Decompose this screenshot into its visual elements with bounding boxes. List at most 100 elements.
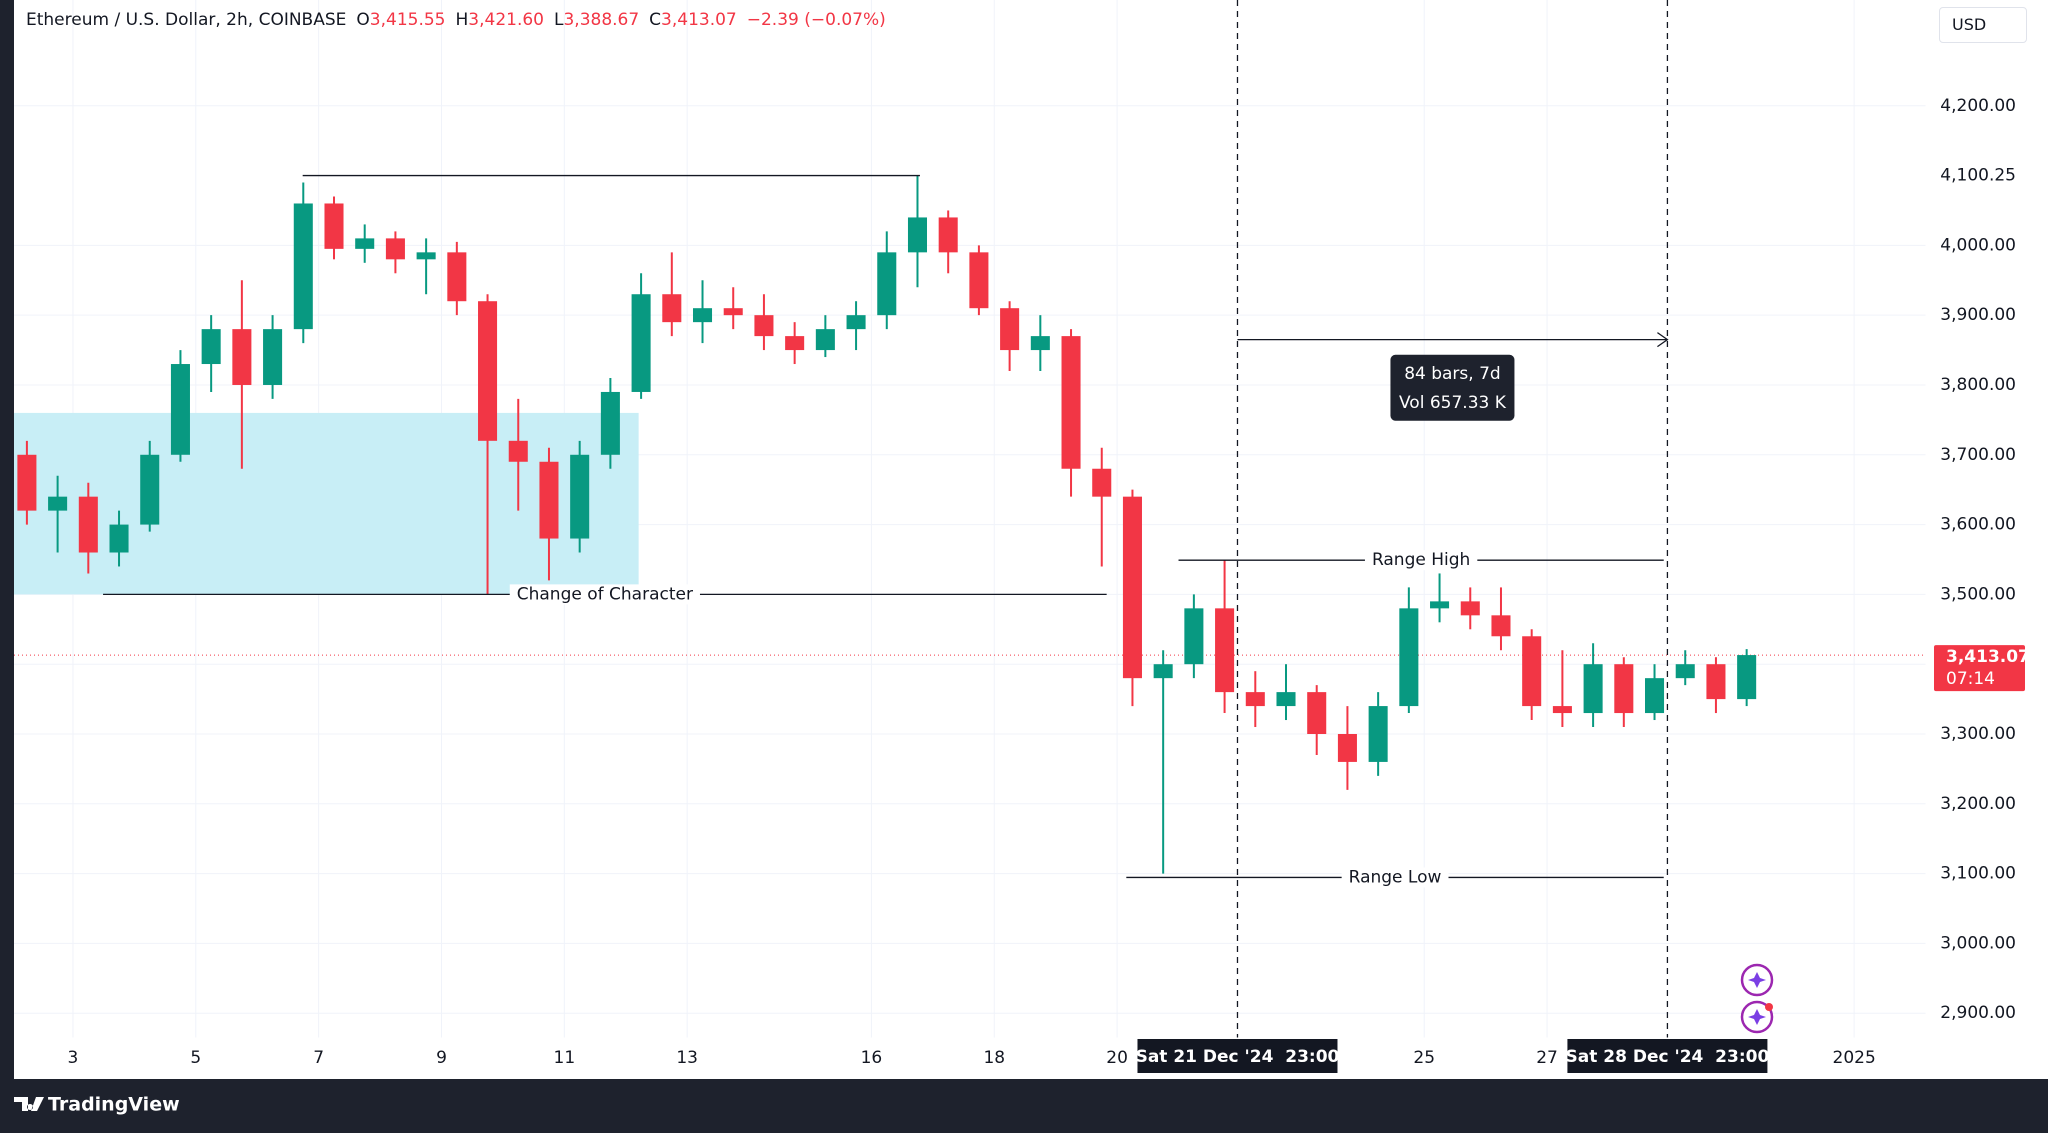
candle-body (539, 461, 559, 539)
x-tick-label: 9 (436, 1048, 447, 1068)
candle-body (232, 329, 252, 385)
y-tick-label: 3,800.00 (1940, 375, 2016, 395)
y-tick-label: 3,900.00 (1940, 305, 2016, 325)
candle-body (1184, 608, 1204, 665)
x-tick-label: 5 (190, 1048, 201, 1068)
candle-body (17, 454, 37, 511)
annotation-label-bg (509, 584, 700, 605)
candle-body (1337, 733, 1357, 762)
x-tick-label: 13 (676, 1048, 698, 1068)
ohlc-value: 3,388.67 (563, 10, 640, 30)
y-tick-label: 3,500.00 (1940, 584, 2016, 604)
candle-body (1583, 664, 1603, 714)
measure-box (1390, 354, 1515, 421)
measure-bars: 84 bars, 7d (1404, 364, 1501, 384)
candle-body (1153, 664, 1173, 679)
annotation-label: Range Low (1349, 867, 1442, 887)
candle-body (385, 238, 405, 260)
time-marker-label: Sat 21 Dec '24 23:00 (1136, 1047, 1340, 1067)
annotation-label-bg (1341, 867, 1449, 888)
candle-body (324, 203, 344, 249)
y-tick-label: 3,200.00 (1940, 794, 2016, 814)
y-tick-label: 3,700.00 (1940, 445, 2016, 465)
ohlc-key: H (455, 10, 469, 30)
candle-body (1245, 692, 1265, 707)
candle-body (1276, 692, 1296, 707)
candle-body (600, 391, 620, 455)
candle-body (1706, 664, 1726, 700)
candle-body (754, 315, 774, 337)
candle-body (170, 364, 190, 455)
annotation-label: Range High (1372, 550, 1470, 570)
candle-body (109, 524, 129, 553)
candle-body (140, 454, 160, 525)
x-tick-label: 27 (1536, 1048, 1558, 1068)
ohlc-key: C (649, 10, 662, 30)
candle-body (48, 496, 68, 511)
candle-body (508, 440, 528, 462)
candle-body (416, 252, 436, 260)
brand-name: TradingView (48, 1094, 180, 1116)
ohlc-value: 3,413.07 (661, 10, 737, 30)
notification-dot (1765, 1003, 1773, 1011)
candle-body (846, 315, 866, 330)
candle-body (1061, 336, 1081, 469)
candle-body (785, 336, 805, 351)
candle-body (723, 308, 743, 316)
candle-body (201, 329, 221, 365)
candle-body (570, 454, 590, 539)
candle-body (355, 238, 375, 249)
x-tick-label: 2025 (1833, 1048, 1876, 1068)
annotation-label-bg (1364, 550, 1478, 571)
x-tick-label: 11 (554, 1048, 576, 1068)
candle-body (1399, 608, 1419, 707)
x-tick-label: 20 (1106, 1048, 1128, 1068)
footer (0, 1079, 2048, 1133)
measure-arrowhead (1657, 332, 1669, 348)
x-tick-label: 25 (1413, 1048, 1435, 1068)
last-price-box (1934, 645, 2025, 692)
ohlc-value: 3,421.60 (468, 10, 544, 30)
countdown-label: 07:14 (1946, 669, 1995, 689)
ohlc-key: O (356, 10, 370, 30)
candle-body (78, 496, 98, 553)
y-tick-label: 3,000.00 (1940, 933, 2016, 953)
x-tick-label: 18 (983, 1048, 1005, 1068)
candle-body (938, 217, 958, 253)
candle-body (1675, 664, 1695, 679)
candle-body (1614, 664, 1634, 714)
candle-body (447, 252, 467, 302)
candle-body (692, 308, 713, 323)
candle-body (969, 252, 989, 309)
y-tick-label: 4,000.00 (1940, 235, 2016, 255)
x-tick-label: 7 (313, 1048, 324, 1068)
y-tick-label: 2,900.00 (1940, 1003, 2016, 1023)
high-marker-label: 4,100.25 (1940, 165, 2016, 185)
candle-body (1552, 706, 1572, 714)
candle-body (877, 252, 897, 316)
time-marker-box (1137, 1039, 1338, 1073)
candle-body (1368, 706, 1388, 762)
y-tick-label: 3,300.00 (1940, 724, 2016, 744)
x-tick-label: 16 (861, 1048, 883, 1068)
y-tick-label: 3,600.00 (1940, 515, 2016, 535)
toolbar-icon-glyph (1748, 1009, 1766, 1025)
x-tick-label: 3 (68, 1048, 79, 1068)
candle-body (1000, 308, 1020, 351)
symbol-title: Ethereum / U.S. Dollar, 2h, COINBASE (26, 10, 347, 30)
candle-body (1645, 678, 1665, 714)
candle-body (478, 301, 498, 441)
toolbar-icon-glyph (1748, 972, 1766, 988)
ohlc-key: L (553, 10, 564, 30)
candle-body (1430, 601, 1450, 609)
ohlc-value: 3,415.55 (369, 10, 446, 30)
candle-body (1491, 615, 1511, 637)
candle-body (1522, 636, 1542, 707)
currency-button[interactable]: USD (1939, 7, 2027, 43)
candle-body (293, 203, 313, 330)
time-marker-box (1567, 1039, 1768, 1073)
y-tick-label: 3,100.00 (1940, 864, 2016, 884)
symbol-legend: Ethereum / U.S. Dollar, 2h, COINBASE O3,4… (26, 10, 886, 30)
